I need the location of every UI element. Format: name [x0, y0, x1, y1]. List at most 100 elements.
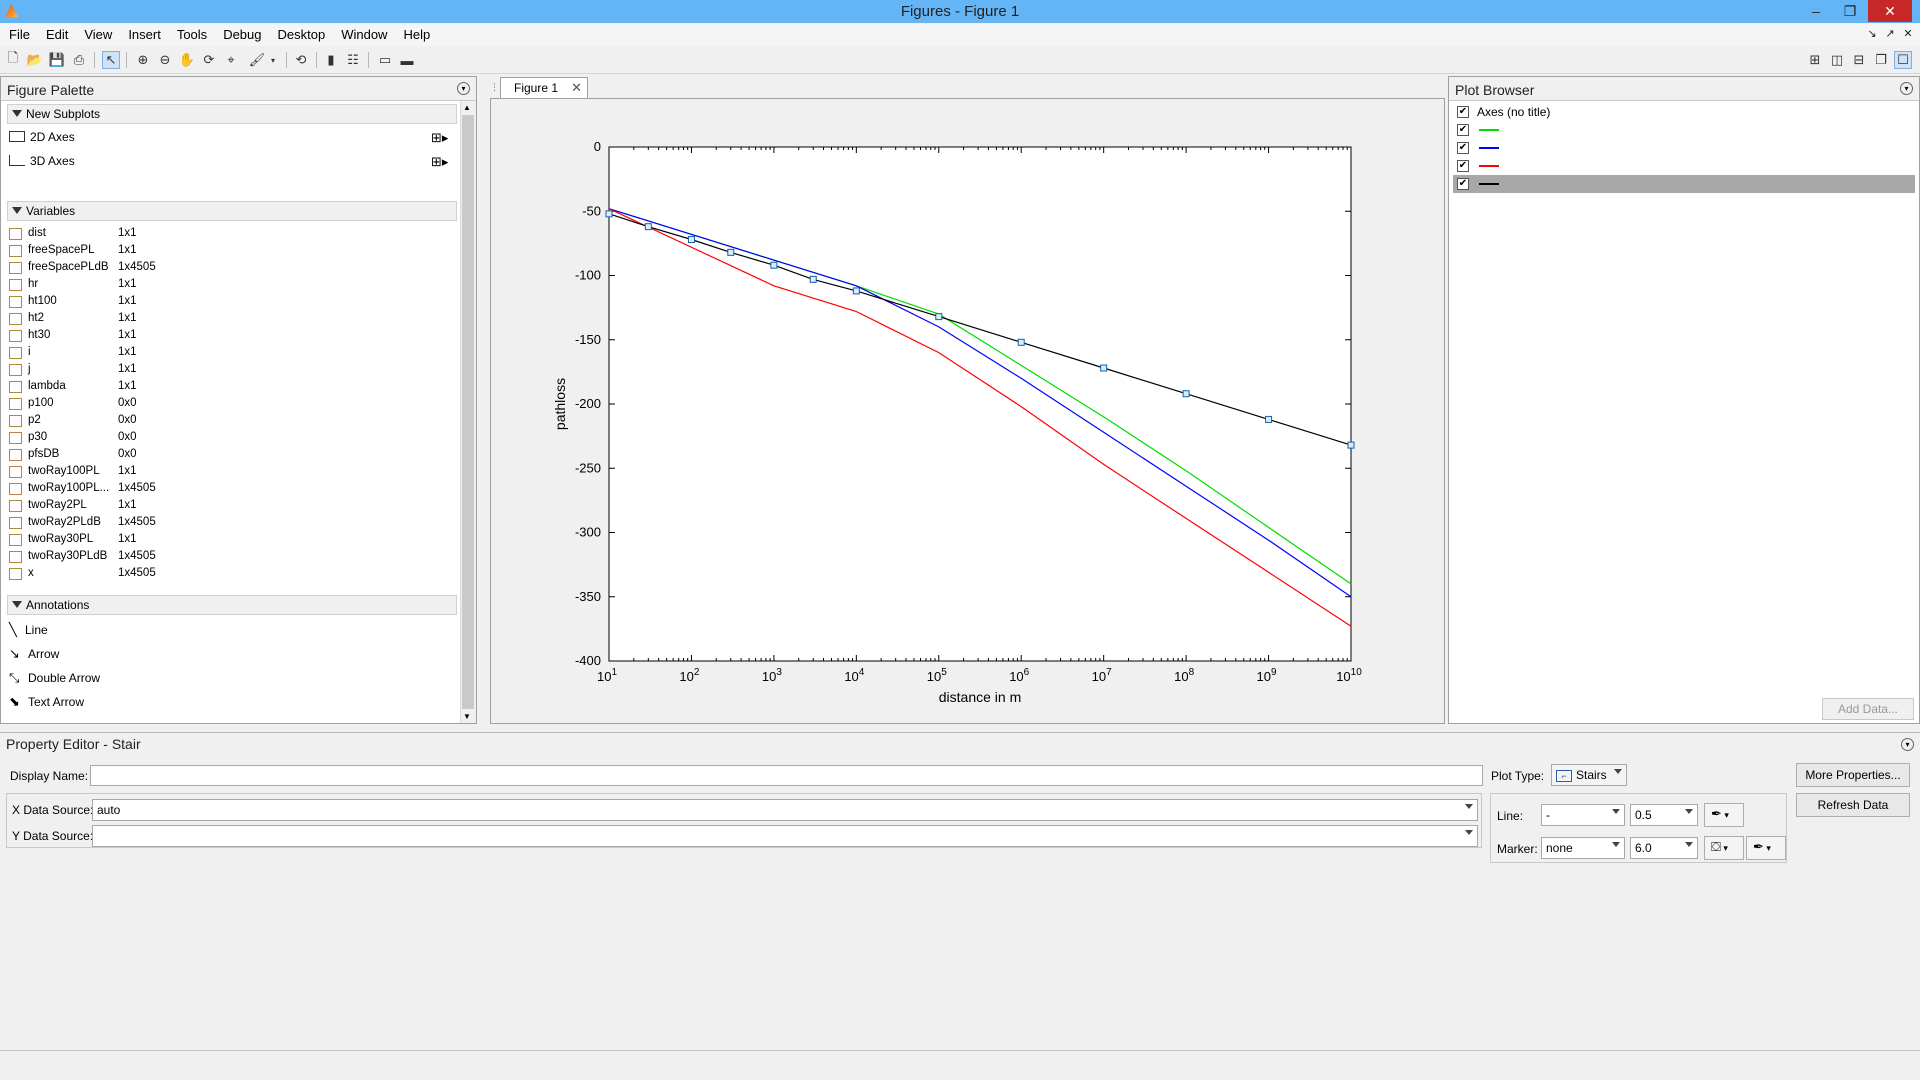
chevron-down-icon[interactable]: [1465, 804, 1473, 809]
menu-view[interactable]: View: [84, 27, 113, 42]
scrollbar-thumb[interactable]: [462, 115, 474, 709]
colorbar-icon[interactable]: ▮: [327, 52, 335, 67]
legend-icon[interactable]: ☷: [347, 52, 359, 67]
show-plot-tools-icon[interactable]: ▬: [400, 52, 414, 68]
chevron-down-icon[interactable]: [1612, 842, 1620, 847]
pan-icon[interactable]: ✋: [178, 52, 196, 67]
variable-row[interactable]: x 1x4505: [9, 566, 449, 583]
refresh-data-button[interactable]: Refresh Data: [1796, 793, 1910, 817]
undock-icon[interactable]: ↘: [1867, 28, 1877, 40]
menu-window[interactable]: Window: [341, 27, 388, 42]
variable-row[interactable]: dist 1x1: [9, 226, 449, 243]
x-source-input[interactable]: auto: [92, 799, 1478, 821]
link-plot-icon[interactable]: ⟲: [295, 52, 307, 67]
variable-row[interactable]: p2 0x0: [9, 413, 449, 430]
zoom-in-icon[interactable]: ⊕: [137, 52, 149, 67]
checkbox[interactable]: ✔: [1457, 178, 1469, 190]
variable-row[interactable]: twoRay100PL 1x1: [9, 464, 449, 481]
menu-desktop[interactable]: Desktop: [277, 27, 326, 42]
zoom-out-icon[interactable]: ⊖: [159, 52, 171, 67]
variable-row[interactable]: hr 1x1: [9, 277, 449, 294]
marker-size-select[interactable]: 6.0: [1630, 837, 1698, 859]
plot-browser-line[interactable]: ✔: [1453, 175, 1915, 193]
chevron-down-icon[interactable]: [1685, 809, 1693, 814]
chevron-down-icon[interactable]: [1614, 769, 1622, 774]
brush-icon[interactable]: 🖌: [248, 52, 266, 67]
variable-row[interactable]: p100 0x0: [9, 396, 449, 413]
variable-row[interactable]: ht100 1x1: [9, 294, 449, 311]
annotation-double-arrow[interactable]: ⤡ Double Arrow: [9, 670, 101, 685]
add-data-button[interactable]: Add Data...: [1822, 698, 1914, 720]
collapse-icon[interactable]: ▾: [1900, 82, 1913, 95]
variable-row[interactable]: j 1x1: [9, 362, 449, 379]
left-right-split-icon[interactable]: ◫: [1830, 52, 1844, 67]
checkbox[interactable]: ✔: [1457, 106, 1469, 118]
close-button[interactable]: ✕: [1868, 0, 1912, 22]
float-icon[interactable]: ❐: [1875, 52, 1887, 67]
menu-edit[interactable]: Edit: [45, 27, 69, 42]
menu-insert[interactable]: Insert: [128, 27, 161, 42]
maximize-icon[interactable]: ☐: [1894, 51, 1912, 69]
chevron-down-icon[interactable]: [1685, 842, 1693, 847]
tab-figure-1[interactable]: Figure 1 ✕: [500, 77, 588, 98]
chevron-down-icon[interactable]: ▾: [270, 55, 275, 65]
save-icon[interactable]: 💾: [48, 52, 66, 67]
section-annotations[interactable]: Annotations: [7, 595, 457, 615]
collapse-icon[interactable]: ▾: [1901, 738, 1914, 751]
plot-type-select[interactable]: ⌐ Stairs: [1551, 764, 1627, 786]
checkbox[interactable]: ✔: [1457, 142, 1469, 154]
restore-button[interactable]: ❐: [1843, 3, 1857, 19]
checkbox[interactable]: ✔: [1457, 160, 1469, 172]
menu-debug[interactable]: Debug: [223, 27, 262, 42]
checkbox[interactable]: ✔: [1457, 124, 1469, 136]
drag-handle-icon[interactable]: ⋮: [490, 82, 499, 92]
select-arrow-icon[interactable]: ↖: [102, 51, 120, 69]
variable-row[interactable]: freeSpacePLdB 1x4505: [9, 260, 449, 277]
menu-tools[interactable]: Tools: [176, 27, 208, 42]
display-name-input[interactable]: [90, 765, 1483, 786]
top-bottom-split-icon[interactable]: ⊟: [1853, 52, 1865, 67]
data-cursor-icon[interactable]: ⌖: [227, 52, 235, 67]
more-properties-button[interactable]: More Properties...: [1796, 763, 1910, 787]
collapse-icon[interactable]: ▾: [457, 82, 470, 95]
variable-row[interactable]: twoRay2PLdB 1x4505: [9, 515, 449, 532]
pin-icon[interactable]: ↗: [1885, 28, 1895, 40]
chevron-down-icon[interactable]: [1612, 809, 1620, 814]
section-variables[interactable]: Variables: [7, 201, 457, 221]
variable-row[interactable]: ht2 1x1: [9, 311, 449, 328]
annotation-arrow[interactable]: ↘ Arrow: [9, 646, 60, 661]
plot-browser-axes[interactable]: ✔ Axes (no title): [1457, 105, 1551, 119]
line-style-select[interactable]: -: [1541, 804, 1625, 826]
chevron-down-icon[interactable]: [1465, 830, 1473, 835]
minimize-button[interactable]: –: [1812, 3, 1820, 19]
open-icon[interactable]: 📂: [26, 52, 44, 67]
menu-file[interactable]: File: [9, 27, 30, 42]
hide-plot-tools-icon[interactable]: ▭: [378, 52, 392, 67]
tile-icon[interactable]: ⊞: [1809, 52, 1821, 67]
variable-row[interactable]: ht30 1x1: [9, 328, 449, 345]
rotate-icon[interactable]: ⟳: [203, 52, 215, 67]
variable-row[interactable]: twoRay30PL 1x1: [9, 532, 449, 549]
figure-canvas[interactable]: 0 -50 -100 -150 -200 -250 -300 -350 -400 101 102 10…: [490, 98, 1445, 724]
variable-row[interactable]: twoRay2PL 1x1: [9, 498, 449, 515]
variable-row[interactable]: freeSpacePL 1x1: [9, 243, 449, 260]
y-source-input[interactable]: [92, 825, 1478, 847]
new-figure-icon[interactable]: 🗋: [7, 50, 19, 65]
menu-help[interactable]: Help: [403, 27, 431, 42]
variable-row[interactable]: twoRay30PLdB 1x4505: [9, 549, 449, 566]
variable-row[interactable]: pfsDB 0x0: [9, 447, 449, 464]
close-tab-icon[interactable]: ✕: [571, 80, 582, 95]
marker-edge-color-button[interactable]: ⛋ ▾: [1704, 836, 1744, 860]
variable-row[interactable]: p30 0x0: [9, 430, 449, 447]
grid-icon[interactable]: ⊞▸: [431, 154, 449, 169]
subplot-3d-axes[interactable]: 3D Axes: [9, 154, 75, 171]
line-width-select[interactable]: 0.5: [1630, 804, 1698, 826]
chevron-up-icon[interactable]: ▲: [463, 103, 471, 112]
grid-icon[interactable]: ⊞▸: [431, 130, 449, 145]
marker-style-select[interactable]: none: [1541, 837, 1625, 859]
marker-face-color-button[interactable]: ✒ ▾: [1746, 836, 1786, 860]
line-color-button[interactable]: ✒ ▾: [1704, 803, 1744, 827]
variable-row[interactable]: twoRay100PL... 1x4505: [9, 481, 449, 498]
close-figures-icon[interactable]: ✕: [1903, 28, 1913, 40]
